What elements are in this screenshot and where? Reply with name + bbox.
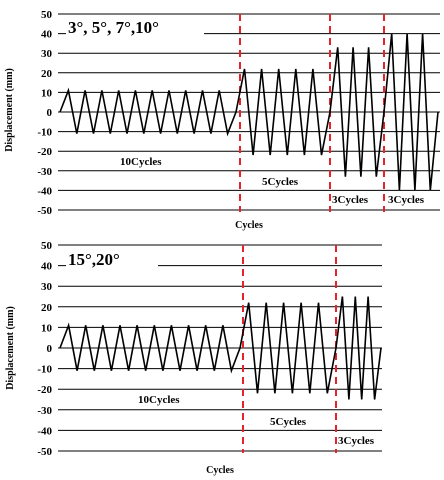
chart-2-phase-dividers [242,245,337,453]
y-tick-label: 30 [41,281,53,293]
chart-2: 50 40 30 20 10 0 -10 -20 -30 -40 -50 Displacement … [5,240,382,476]
chart-2-gridlines [58,244,382,452]
chart-1-x-axis-label: Cycles [235,220,263,231]
y-tick-label: -30 [37,166,52,178]
y-tick-label: -30 [37,405,52,417]
chart-1-title: 3°, 5°, 7°,10° [68,18,159,37]
y-tick-label: 30 [41,48,53,60]
y-tick-label: -10 [37,127,52,139]
chart-2-y-axis-label: Displacement (mm) [5,306,16,390]
chart-1: 50 40 30 20 10 0 -10 -20 -30 -40 -50 Displacement … [4,9,440,231]
chart-1-annotation-3cycles-a: 3Cycles [332,194,369,206]
y-tick-label: 0 [47,107,53,119]
chart-2-series-line [59,296,382,400]
chart-2-x-axis-label: Cycles [206,465,234,476]
chart-2-y-ticks: 50 40 30 20 10 0 -10 -20 -30 -40 -50 [37,240,52,458]
chart-1-y-ticks: 50 40 30 20 10 0 -10 -20 -30 -40 -50 [37,9,52,217]
y-tick-label: 50 [41,240,53,252]
chart-1-series-line [59,33,439,191]
y-tick-label: 20 [41,68,53,80]
y-tick-label: 40 [41,29,53,41]
y-tick-label: 10 [41,87,53,99]
y-tick-label: -40 [37,425,52,437]
y-tick-label: 20 [41,302,53,314]
chart-2-title: 15°,20° [68,250,120,269]
y-tick-label: -40 [37,185,52,197]
y-tick-label: -10 [37,364,52,376]
y-tick-label: -20 [37,384,52,396]
chart-1-annotation-5cycles: 5Cycles [262,176,299,188]
chart-1-title-box [66,16,204,40]
chart-1-y-axis-label: Displacement (mm) [4,68,15,152]
y-tick-label: 50 [41,9,53,21]
y-tick-label: 40 [41,261,53,273]
chart-2-annotation-10cycles: 10Cycles [138,394,180,406]
y-tick-label: -50 [37,446,52,458]
y-tick-label: 10 [41,322,53,334]
chart-1-annotation-10cycles: 10Cycles [120,156,162,168]
y-tick-label: -20 [37,146,52,158]
y-tick-label: -50 [37,205,52,217]
chart-1-annotation-3cycles-b: 3Cycles [388,194,425,206]
chart-2-annotation-3cycles: 3Cycles [338,435,375,447]
chart-2-annotation-5cycles: 5Cycles [270,416,307,428]
y-tick-label: 0 [47,343,53,355]
chart-2-title-box [66,248,158,272]
